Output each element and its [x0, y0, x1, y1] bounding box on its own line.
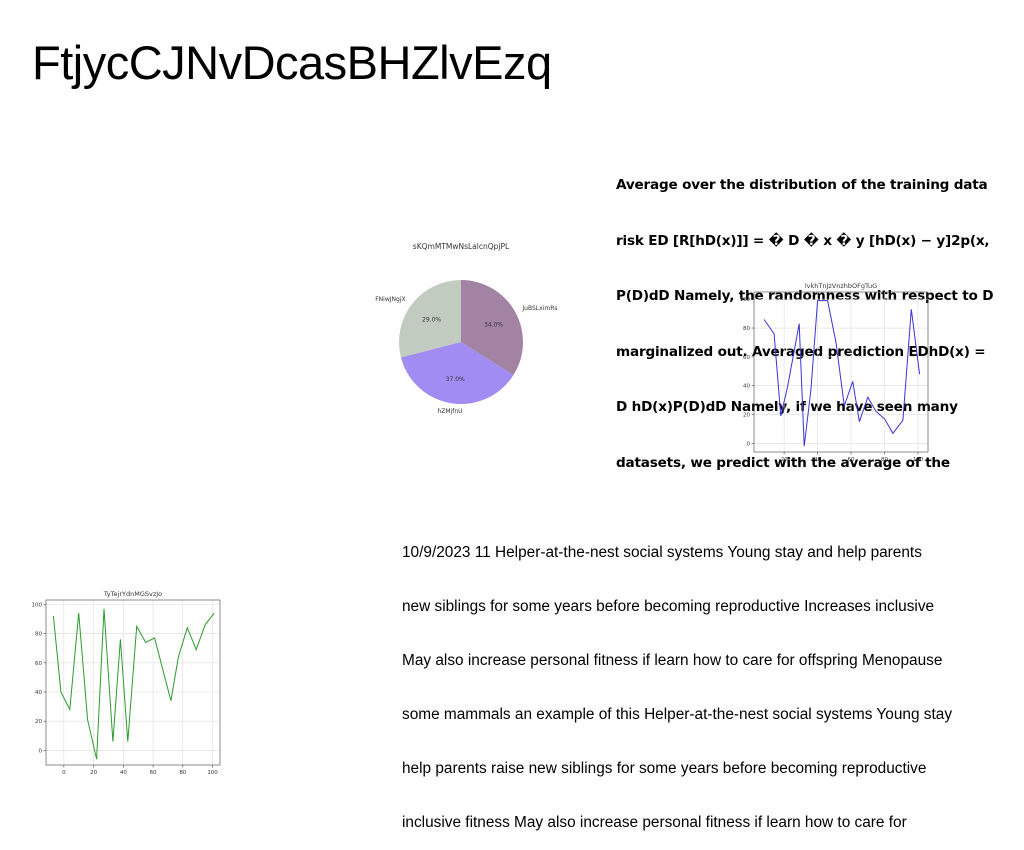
pie-slice	[400, 342, 514, 404]
x-tick-label: 40	[120, 770, 127, 776]
pie-percent-label: 29.0%	[422, 317, 441, 324]
line-chart-green: TyTejrYdnMGSvzJo 0 20 40 60 80 100 0 20 40 60 80 100	[32, 590, 221, 776]
y-tick-label: 60	[35, 661, 42, 667]
x-tick-label: 60	[848, 457, 855, 463]
x-tick-label: 100	[207, 770, 218, 776]
pie-percent-label: 34.0%	[484, 322, 503, 329]
bold-paragraph-line: P(D)dD Namely, the randomness with respe…	[616, 288, 994, 304]
pie-chart: sKQmMTMwNsLalcnQpjPL 34.0% JuBSLximRs 37.0%…	[375, 242, 557, 415]
x-tick-label: 80	[179, 770, 186, 776]
y-tick-label: 80	[35, 632, 42, 638]
bold-paragraph-line: risk ED [R[hD(x)]] = � D � x � y [hD(x) …	[616, 232, 990, 249]
pie-slice-label: JuBSLximRs	[521, 305, 557, 312]
line-chart-blue: lvkhTnJzVnzhbOFgTuG 20 40 60 80 100 0 20 40 60 80 1…	[740, 282, 929, 463]
y-tick-label: 40	[35, 690, 42, 696]
series-line	[763, 300, 921, 447]
x-tick-label: 20	[781, 457, 788, 463]
y-tick-label: 20	[35, 719, 42, 725]
pie-slice-label: FNiwJNgjX	[375, 296, 405, 303]
x-tick-label: 20	[90, 770, 97, 776]
x-tick-label: 0	[62, 770, 66, 776]
pie-slice	[399, 280, 461, 358]
body-paragraph-line: new siblings for some years before becom…	[402, 598, 935, 615]
y-tick-label: 60	[743, 355, 750, 361]
body-paragraph-line: 10/9/2023 11 Helper-at-the-nest social s…	[402, 544, 922, 561]
plot-frame	[753, 291, 929, 453]
x-tick-label: 40	[814, 457, 821, 463]
chart-title: TyTejrYdnMGSvzJo	[103, 590, 162, 598]
pie-slice	[461, 280, 524, 376]
y-tick-label: 0	[39, 748, 43, 754]
body-paragraph-line: some mammals an example of this Helper-a…	[402, 706, 953, 723]
bold-paragraph-line: Average over the distribution of the tra…	[616, 177, 988, 193]
y-tick-label: 100	[740, 297, 751, 303]
y-tick-label: 80	[743, 326, 750, 332]
body-paragraph-line: May also increase personal fitness if le…	[402, 652, 943, 669]
bold-paragraph: Average over the distribution of the tra…	[616, 139, 1024, 491]
bold-paragraph-line: marginalized out. Averaged prediction ED…	[616, 343, 986, 360]
body-paragraph-line: inclusive fitness May also increase pers…	[402, 814, 907, 831]
pie-title: sKQmMTMwNsLalcnQpjPL	[413, 242, 510, 251]
y-tick-label: 0	[747, 441, 751, 447]
body-paragraph: 10/9/2023 11 Helper-at-the-nest social s…	[402, 508, 1012, 850]
y-tick-label: 40	[743, 384, 750, 390]
x-tick-label: 80	[881, 457, 888, 463]
body-paragraph-line: help parents raise new siblings for some…	[402, 760, 927, 777]
plot-frame	[45, 599, 221, 766]
y-tick-label: 20	[743, 413, 750, 419]
pie-percent-label: 37.0%	[446, 376, 465, 383]
slide-title: FtjycCJNvDcasBHZlvEzq	[32, 36, 552, 89]
x-tick-label: 60	[150, 770, 157, 776]
x-tick-label: 100	[913, 457, 924, 463]
chart-title: lvkhTnJzVnzhbOFgTuG	[805, 282, 877, 290]
pie-slice-label: hZMjfnU	[437, 408, 462, 415]
series-line	[52, 608, 215, 760]
y-tick-label: 100	[32, 602, 43, 608]
bold-paragraph-line: datasets, we predict with the average of…	[616, 454, 950, 471]
